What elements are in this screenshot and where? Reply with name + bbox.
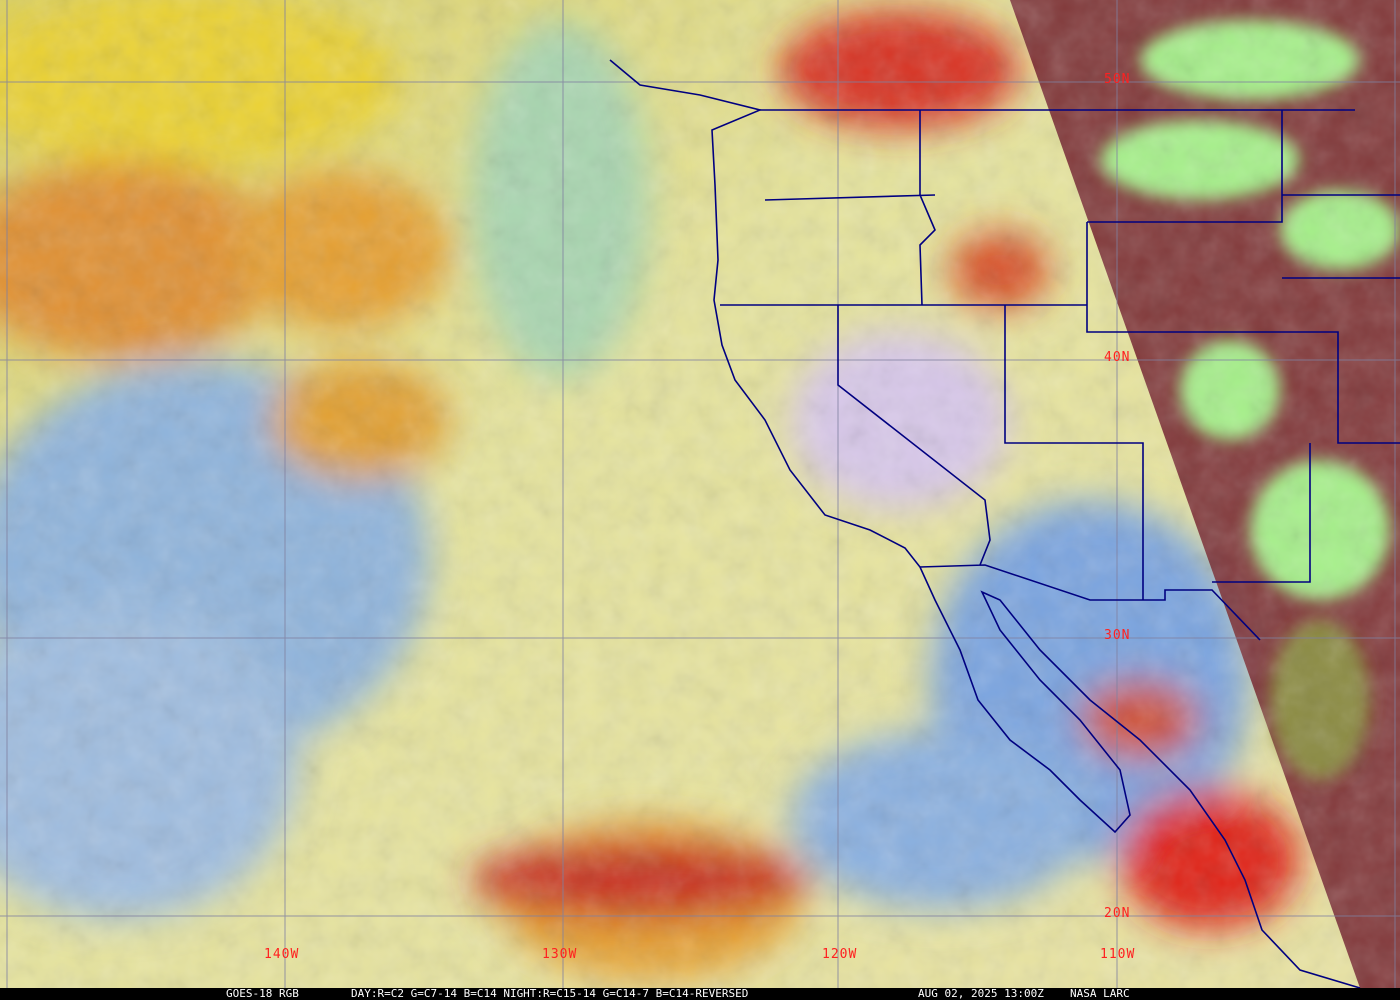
pacific-coastline [609, 59, 1361, 988]
lat-label-40n: 40N [1104, 350, 1131, 365]
lon-label-120w: 120W [822, 947, 858, 962]
lon-label-130w: 130W [542, 947, 578, 962]
lat-label-20n: 20N [1104, 906, 1131, 921]
lat-label-50n: 50N [1104, 72, 1131, 87]
caption-credit: NASA LARC [1070, 987, 1130, 1000]
caption-bar: GOES-18 RGB DAY:R=C2 G=C7-14 B=C14 NIGHT… [0, 988, 1400, 1000]
caption-recipe: DAY:R=C2 G=C7-14 B=C14 NIGHT:R=C15-14 G=… [351, 987, 749, 1000]
coastlines-and-borders [609, 59, 1400, 988]
caption-product: GOES-18 RGB [226, 987, 299, 1000]
lon-label-140w: 140W [264, 947, 300, 962]
state-borders [720, 110, 1400, 641]
caption-datetime: AUG 02, 2025 13:00Z [918, 987, 1044, 1000]
lat-label-30n: 30N [1104, 628, 1131, 643]
lon-label-110w: 110W [1100, 947, 1136, 962]
